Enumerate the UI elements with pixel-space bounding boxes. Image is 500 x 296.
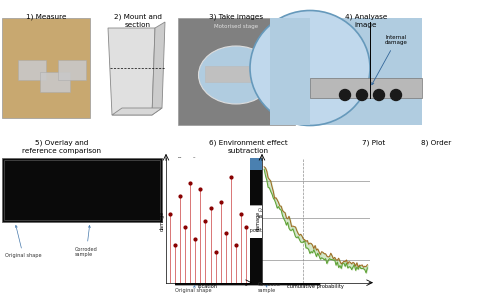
Point — [237, 212, 245, 217]
Ellipse shape — [198, 46, 274, 104]
Bar — [178, 18, 295, 125]
Point — [242, 224, 250, 229]
Text: 6) Environment effect
subtraction: 6) Environment effect subtraction — [208, 140, 288, 154]
Circle shape — [356, 89, 368, 101]
Point — [182, 224, 190, 229]
Point — [222, 231, 230, 235]
Text: 2) Mount and
section: 2) Mount and section — [114, 14, 162, 28]
Text: Corroded
sample: Corroded sample — [258, 282, 281, 293]
Circle shape — [390, 89, 402, 101]
Point — [196, 187, 204, 192]
Bar — [175, 238, 320, 285]
Text: Original shape: Original shape — [5, 226, 42, 258]
Bar — [175, 170, 320, 205]
Point — [171, 243, 179, 248]
Circle shape — [374, 89, 384, 101]
Bar — [2, 158, 162, 222]
Polygon shape — [152, 22, 165, 115]
Bar — [310, 18, 422, 125]
Circle shape — [340, 89, 350, 101]
Point — [192, 237, 200, 242]
Point — [202, 218, 209, 223]
Point — [226, 175, 234, 179]
Text: 5) Overlay and
reference comparison: 5) Overlay and reference comparison — [22, 140, 102, 154]
Text: 7) Plot: 7) Plot — [362, 140, 386, 147]
Point — [166, 212, 174, 217]
Text: 8) Order: 8) Order — [421, 140, 451, 147]
Text: Internal
damage: Internal damage — [372, 35, 408, 85]
Bar — [175, 158, 320, 170]
Bar — [205, 66, 267, 82]
X-axis label: cumulative probability: cumulative probability — [288, 284, 344, 289]
Bar — [270, 18, 310, 125]
Polygon shape — [112, 108, 162, 115]
Point — [216, 200, 224, 204]
Text: Original shape: Original shape — [175, 285, 212, 293]
Bar — [18, 60, 46, 80]
Text: Corroded
sample: Corroded sample — [75, 226, 98, 258]
Bar — [175, 158, 320, 205]
Y-axis label: damage: damage — [256, 210, 260, 231]
Point — [176, 193, 184, 198]
Text: Original shape: Original shape — [175, 209, 212, 223]
Bar — [58, 60, 86, 80]
Point — [206, 206, 214, 210]
Text: No deposit: No deposit — [234, 228, 262, 233]
Text: Motorised stage: Motorised stage — [214, 24, 258, 29]
Text: 4) Analyase
image: 4) Analyase image — [345, 14, 387, 28]
Bar — [310, 78, 422, 98]
Bar — [175, 238, 320, 285]
X-axis label: location: location — [198, 284, 218, 289]
Bar — [2, 18, 90, 118]
Text: 3) Take images: 3) Take images — [209, 14, 263, 20]
Text: Deposit: Deposit — [177, 157, 196, 162]
Point — [212, 249, 220, 254]
Text: Corroded
sample: Corroded sample — [258, 205, 281, 219]
Point — [232, 243, 239, 248]
Point — [186, 181, 194, 186]
Bar — [4, 160, 160, 220]
Y-axis label: damage: damage — [160, 210, 164, 231]
Text: 1) Measure: 1) Measure — [26, 14, 66, 20]
Polygon shape — [108, 28, 155, 115]
Ellipse shape — [250, 10, 370, 126]
Bar — [40, 72, 70, 92]
